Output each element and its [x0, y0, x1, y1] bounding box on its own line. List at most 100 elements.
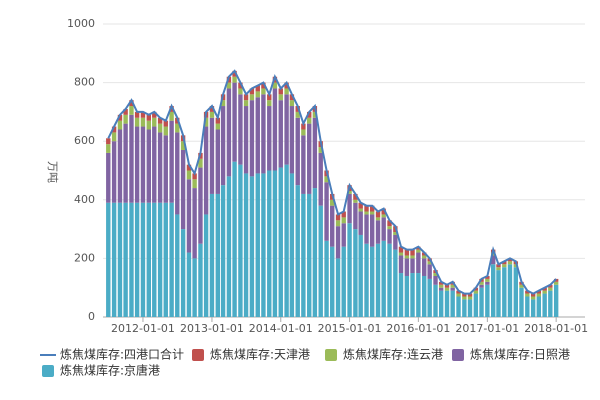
bar-segment	[422, 252, 427, 256]
bar-segment	[123, 123, 128, 203]
bar-segment	[404, 258, 410, 276]
bar-segment	[278, 167, 283, 317]
bar-segment	[502, 261, 507, 265]
bar-segment	[157, 117, 163, 124]
bar-segment	[307, 111, 312, 118]
bar-segment	[157, 123, 163, 133]
bar-segment	[444, 290, 450, 317]
bar-segment	[358, 234, 363, 317]
bar-segment	[335, 214, 341, 221]
bar-segment	[111, 202, 117, 317]
bar-segment	[375, 220, 381, 244]
bar-segment	[215, 129, 220, 194]
bar-segment	[416, 249, 421, 253]
bar-segment	[398, 252, 404, 256]
bar-segment	[485, 284, 490, 317]
bar-segment	[238, 94, 243, 165]
bar-segment	[272, 170, 278, 317]
bar-segment	[381, 214, 386, 218]
bar-segment	[548, 287, 553, 291]
bar-segment	[140, 117, 146, 127]
bar-segment	[375, 243, 381, 317]
bar-segment	[369, 246, 375, 317]
bar-segment	[238, 88, 243, 95]
legend-label: 炼焦煤库存:连云港	[343, 347, 443, 362]
bar-segment	[255, 173, 260, 317]
bar-segment	[525, 293, 530, 297]
bar-segment	[404, 255, 410, 259]
bar-segment	[479, 287, 484, 317]
bar-segment	[249, 176, 255, 317]
bar-segment	[324, 240, 329, 317]
bar-segment	[226, 82, 232, 89]
y-tick-label: 0	[88, 310, 95, 323]
bar-segment	[525, 296, 530, 317]
bar-segment	[347, 193, 352, 224]
bar-segment	[134, 202, 140, 317]
bar-segment	[496, 264, 501, 268]
bar-segment	[117, 129, 123, 203]
bar-segment	[324, 176, 329, 183]
bar-segment	[157, 132, 163, 203]
bar-segment	[375, 217, 381, 221]
bar-segment	[393, 249, 398, 317]
bar-segment	[404, 275, 410, 317]
bar-segment	[513, 264, 519, 268]
x-tick-label: 2017-01-01	[455, 322, 519, 335]
bar-segment	[278, 100, 283, 168]
bar-segment	[111, 141, 117, 203]
bar-segment	[393, 234, 398, 250]
bar-segment	[369, 211, 375, 215]
bar-segment	[203, 214, 209, 317]
bar-segment	[433, 284, 438, 317]
bar-segment	[117, 120, 123, 130]
bar-segment	[347, 223, 352, 317]
bar-segment	[404, 249, 410, 256]
bar-segment	[180, 141, 186, 150]
bar-segment	[307, 117, 312, 124]
legend-label: 炼焦煤库存:天津港	[210, 347, 310, 362]
bar-segment	[433, 275, 438, 285]
legend-swatch	[42, 365, 54, 377]
bar-segment	[553, 284, 559, 317]
bar-segment	[444, 284, 450, 288]
bar-segment	[278, 94, 283, 101]
bar-segment	[284, 94, 289, 165]
bar-segment	[278, 88, 283, 95]
y-tick-label: 200	[74, 251, 95, 264]
bar-segment	[140, 126, 146, 203]
bar-segment	[289, 173, 295, 317]
bar-segment	[192, 179, 197, 189]
bar-segment	[381, 217, 386, 241]
bar-segment	[381, 208, 386, 215]
x-tick-label: 2013-01-01	[180, 322, 244, 335]
bar-segment	[209, 117, 215, 194]
bar-segment	[192, 173, 197, 180]
bar-segment	[456, 293, 461, 297]
bar-segment	[398, 273, 404, 317]
bar-segment	[341, 211, 346, 218]
bar-segment	[267, 94, 272, 101]
bar-segment	[318, 147, 323, 153]
bar-segment	[209, 193, 215, 317]
bar-segment	[249, 94, 255, 101]
bar-segment	[123, 108, 128, 115]
bar-segment	[548, 284, 553, 288]
bar-segment	[438, 284, 444, 288]
bar-segment	[261, 173, 266, 317]
bar-segment	[553, 278, 559, 282]
bar-segment	[341, 246, 346, 317]
bar-segment	[129, 100, 134, 107]
bar-segment	[422, 258, 427, 276]
bar-segment	[335, 226, 341, 259]
bar-segment	[525, 290, 530, 294]
bar-segment	[220, 100, 226, 107]
bar-segment	[146, 114, 152, 121]
bar-segment	[496, 267, 501, 271]
bar-segment	[301, 123, 306, 130]
bar-segment	[106, 144, 111, 153]
bar-segment	[284, 164, 289, 317]
x-tick-label: 2015-01-01	[318, 322, 382, 335]
bar-segment	[485, 275, 490, 279]
bar-segment	[387, 220, 392, 227]
